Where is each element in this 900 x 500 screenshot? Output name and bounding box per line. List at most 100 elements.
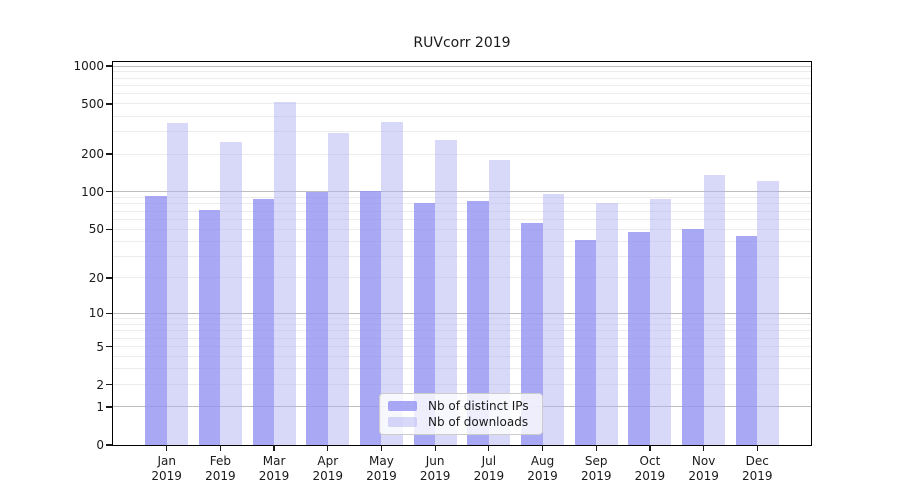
y-tick-label: 10 xyxy=(88,306,104,321)
minor-gridline xyxy=(113,228,811,230)
minor-gridline xyxy=(113,103,811,105)
minor-gridline xyxy=(113,131,811,133)
x-tick xyxy=(541,445,544,451)
minor-gridline xyxy=(113,218,811,220)
x-tick-label: Jul 2019 xyxy=(473,454,505,483)
x-tick xyxy=(434,445,436,451)
major-gridline xyxy=(113,191,811,193)
bar-downloads-jan xyxy=(166,122,189,445)
x-tick-label: Oct 2019 xyxy=(634,454,666,483)
minor-gridline xyxy=(113,71,811,73)
y-tick-label: 500 xyxy=(81,96,104,111)
y-tick-label: 1000 xyxy=(73,59,104,73)
minor-gridline xyxy=(113,318,811,320)
y-tick xyxy=(106,312,112,315)
legend-entry-distinct-ips: Nb of distinct IPs xyxy=(388,399,534,413)
y-tick xyxy=(106,346,112,348)
bar-downloads-nov xyxy=(703,175,726,445)
x-tick-label: Mar 2019 xyxy=(258,454,290,483)
y-tick xyxy=(106,191,112,193)
x-tick xyxy=(595,445,597,451)
y-tick-label: 100 xyxy=(81,184,104,199)
y-tick-label: 20 xyxy=(88,270,104,285)
x-tick-label: Feb 2019 xyxy=(205,454,236,483)
bar-distinct-ips-nov xyxy=(682,229,704,445)
minor-gridline xyxy=(113,153,811,155)
bar-distinct-ips-aug xyxy=(521,223,543,445)
x-tick xyxy=(703,445,705,451)
x-tick-label: Nov 2019 xyxy=(688,454,719,483)
y-tick xyxy=(106,65,112,67)
minor-gridline xyxy=(113,346,811,348)
minor-gridline xyxy=(113,240,811,242)
minor-gridline xyxy=(113,323,811,325)
bar-downloads-mar xyxy=(274,102,296,445)
y-tick xyxy=(106,406,112,408)
bar-distinct-ips-sep xyxy=(574,239,597,445)
x-tick-label: Apr 2019 xyxy=(312,454,344,483)
major-gridline xyxy=(113,65,811,67)
y-tick-label: 5 xyxy=(96,339,104,354)
y-tick xyxy=(106,153,112,155)
minor-gridline xyxy=(113,256,811,258)
minor-gridline xyxy=(113,356,811,358)
minor-gridline xyxy=(113,384,811,386)
bar-downloads-jun xyxy=(435,140,457,445)
minor-gridline xyxy=(113,197,811,199)
bar-downloads-dec xyxy=(757,181,779,445)
bar-distinct-ips-apr xyxy=(306,191,328,445)
legend-entry-downloads: Nb of downloads xyxy=(388,415,534,429)
bar-distinct-ips-may xyxy=(359,190,382,445)
bar-distinct-ips-jun xyxy=(413,202,436,445)
bar-downloads-apr xyxy=(327,133,350,445)
bar-distinct-ips-oct xyxy=(628,231,650,445)
minor-gridline xyxy=(113,203,811,205)
major-gridline xyxy=(113,312,811,314)
bar-distinct-ips-dec xyxy=(735,236,758,445)
x-tick xyxy=(327,445,329,451)
x-tick-label: Aug 2019 xyxy=(527,454,558,483)
bar-distinct-ips-mar xyxy=(252,198,275,445)
x-tick-label: Jan 2019 xyxy=(151,454,182,483)
minor-gridline xyxy=(113,368,811,370)
legend-label-downloads: Nb of downloads xyxy=(428,415,529,430)
legend-swatch-distinct-ips-icon xyxy=(388,400,417,411)
minor-gridline xyxy=(113,330,811,332)
y-tick-label: 200 xyxy=(81,147,104,162)
x-tick xyxy=(649,445,651,451)
y-tick-label: 1 xyxy=(96,399,104,414)
minor-gridline xyxy=(113,85,811,87)
y-tick-label: 2 xyxy=(96,377,104,392)
legend-swatch-downloads-icon xyxy=(388,417,417,428)
bar-downloads-sep xyxy=(596,203,618,445)
bar-downloads-aug xyxy=(542,194,565,445)
bar-downloads-feb xyxy=(220,142,242,445)
x-tick-label: Dec 2019 xyxy=(742,454,773,483)
y-tick-label: 50 xyxy=(88,222,104,237)
bar-downloads-oct xyxy=(649,198,672,445)
bar-distinct-ips-feb xyxy=(198,209,221,445)
y-tick xyxy=(106,444,112,446)
x-tick-label: Jun 2019 xyxy=(419,454,451,483)
legend-label-distinct-ips: Nb of distinct IPs xyxy=(428,398,529,413)
x-tick xyxy=(273,445,275,451)
minor-gridline xyxy=(113,210,811,212)
x-tick xyxy=(166,445,168,451)
y-tick xyxy=(106,228,112,230)
minor-gridline xyxy=(113,93,811,95)
x-tick-label: May 2019 xyxy=(366,454,397,483)
bar-downloads-jul xyxy=(488,160,511,445)
bar-distinct-ips-jan xyxy=(145,195,167,445)
y-tick-label: 0 xyxy=(96,438,104,452)
x-tick xyxy=(488,445,490,451)
x-tick xyxy=(219,445,221,451)
bar-distinct-ips-jul xyxy=(467,200,489,445)
legend: Nb of distinct IPs Nb of downloads xyxy=(379,393,543,435)
y-tick xyxy=(106,277,112,279)
x-tick xyxy=(380,445,383,451)
minor-gridline xyxy=(113,77,811,79)
minor-gridline xyxy=(113,115,811,117)
x-tick-label: Sep 2019 xyxy=(580,454,612,483)
x-tick xyxy=(756,445,758,451)
